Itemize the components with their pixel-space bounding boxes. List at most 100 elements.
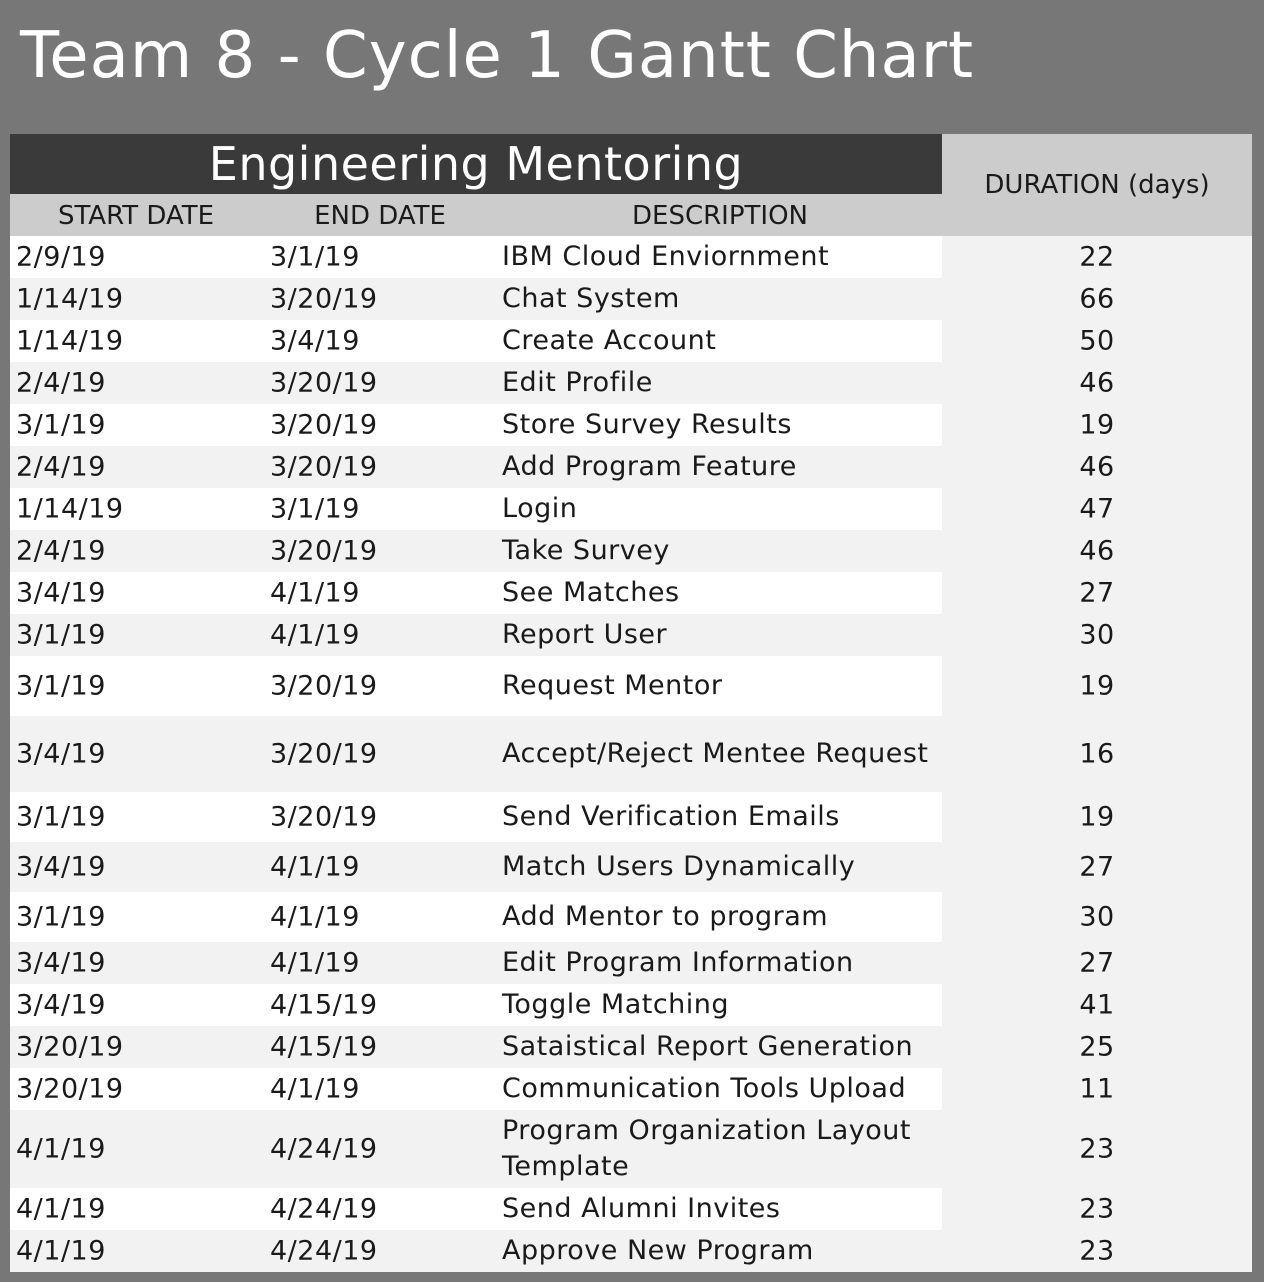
cell-end-date: 3/20/19 bbox=[270, 738, 378, 770]
cell-description: Approve New Program bbox=[502, 1235, 814, 1266]
cell-start-date: 2/9/19 bbox=[16, 241, 106, 273]
table-row: 3/1/19 4/1/19 Report User 30 bbox=[10, 614, 1252, 656]
table-row: 3/4/19 4/1/19 Edit Program Information 27 bbox=[10, 942, 1252, 984]
page-title: Team 8 - Cycle 1 Gantt Chart bbox=[20, 19, 975, 93]
cell-start-date: 4/1/19 bbox=[16, 1193, 106, 1225]
table-row: 3/1/19 3/20/19 Store Survey Results 19 bbox=[10, 404, 1252, 446]
cell-start-date: 1/14/19 bbox=[16, 283, 124, 315]
row-background bbox=[10, 530, 942, 572]
row-background bbox=[10, 488, 942, 530]
cell-description: Create Account bbox=[502, 325, 717, 356]
row-background bbox=[10, 1188, 942, 1230]
cell-description: Request Mentor bbox=[502, 670, 723, 701]
row-background bbox=[10, 320, 942, 362]
cell-start-date: 3/4/19 bbox=[16, 851, 106, 883]
section-band: Engineering Mentoring bbox=[10, 134, 942, 194]
cell-duration: 19 bbox=[1079, 670, 1115, 702]
cell-description: Take Survey bbox=[502, 535, 670, 566]
table-row: 2/4/19 3/20/19 Add Program Feature 46 bbox=[10, 446, 1252, 488]
row-background bbox=[10, 236, 942, 278]
gantt-table: Engineering Mentoring START DATE END DAT… bbox=[10, 134, 1252, 1272]
header-start-date: START DATE bbox=[57, 201, 215, 231]
cell-start-date: 3/4/19 bbox=[16, 577, 106, 609]
cell-end-date: 3/4/19 bbox=[270, 325, 360, 357]
cell-start-date: 2/4/19 bbox=[16, 367, 106, 399]
row-background bbox=[10, 1230, 942, 1272]
table-row: 4/1/19 4/24/19 Approve New Program 23 bbox=[10, 1230, 1252, 1272]
cell-duration: 23 bbox=[1079, 1235, 1115, 1267]
cell-start-date: 2/4/19 bbox=[16, 535, 106, 567]
cell-duration: 30 bbox=[1079, 901, 1115, 933]
cell-end-date: 4/24/19 bbox=[270, 1235, 378, 1267]
cell-duration: 27 bbox=[1079, 851, 1115, 883]
cell-duration: 47 bbox=[1079, 493, 1115, 525]
row-background bbox=[10, 892, 942, 942]
cell-end-date: 4/1/19 bbox=[270, 577, 360, 609]
cell-end-date: 4/1/19 bbox=[270, 851, 360, 883]
table-row: 2/9/19 3/1/19 IBM Cloud Enviornment 22 bbox=[10, 236, 1252, 278]
cell-end-date: 3/20/19 bbox=[270, 367, 378, 399]
cell-duration: 27 bbox=[1079, 577, 1115, 609]
table-row: 3/1/19 3/20/19 Request Mentor 19 bbox=[10, 656, 1252, 716]
cell-end-date: 3/20/19 bbox=[270, 409, 378, 441]
cell-duration: 41 bbox=[1079, 989, 1115, 1021]
table-row: 4/1/19 4/24/19 Send Alumni Invites 23 bbox=[10, 1188, 1252, 1230]
cell-description: Login bbox=[502, 493, 578, 524]
cell-end-date: 3/1/19 bbox=[270, 241, 360, 273]
cell-description: IBM Cloud Enviornment bbox=[502, 241, 830, 272]
cell-end-date: 4/1/19 bbox=[270, 947, 360, 979]
cell-end-date: 3/20/19 bbox=[270, 451, 378, 483]
cell-start-date: 2/4/19 bbox=[16, 451, 106, 483]
row-background bbox=[10, 792, 942, 842]
cell-description: Sataistical Report Generation bbox=[502, 1031, 914, 1062]
cell-end-date: 3/20/19 bbox=[270, 670, 378, 702]
table-row: 1/14/19 3/1/19 Login 47 bbox=[10, 488, 1252, 530]
cell-start-date: 3/1/19 bbox=[16, 901, 106, 933]
cell-start-date: 3/1/19 bbox=[16, 670, 106, 702]
table-row: 3/4/19 3/20/19 Accept/Reject Mentee Reques… bbox=[10, 716, 1252, 792]
table-body: 2/9/19 3/1/19 IBM Cloud Enviornment 22 1/14/… bbox=[10, 236, 1252, 1272]
cell-description: Chat System bbox=[502, 283, 680, 314]
row-background bbox=[10, 656, 942, 716]
header-end-date: END DATE bbox=[314, 201, 446, 231]
header-description: DESCRIPTION bbox=[632, 201, 808, 231]
cell-duration: 27 bbox=[1079, 947, 1115, 979]
cell-end-date: 4/1/19 bbox=[270, 619, 360, 651]
table-row: 3/20/19 4/1/19 Communication Tools Upload 1… bbox=[10, 1068, 1252, 1110]
table-row: 3/4/19 4/1/19 See Matches 27 bbox=[10, 572, 1252, 614]
cell-start-date: 3/4/19 bbox=[16, 947, 106, 979]
cell-duration: 50 bbox=[1079, 325, 1115, 357]
row-background bbox=[10, 1110, 942, 1188]
cell-duration: 25 bbox=[1079, 1031, 1115, 1063]
row-background bbox=[10, 446, 942, 488]
row-background bbox=[10, 404, 942, 446]
row-background bbox=[10, 572, 942, 614]
table-row: 3/1/19 4/1/19 Add Mentor to program 30 bbox=[10, 892, 1252, 942]
cell-description: Communication Tools Upload bbox=[502, 1073, 907, 1104]
row-background bbox=[10, 1026, 942, 1068]
cell-start-date: 3/4/19 bbox=[16, 989, 106, 1021]
cell-description: Store Survey Results bbox=[502, 409, 792, 440]
row-background bbox=[10, 278, 942, 320]
cell-start-date: 3/1/19 bbox=[16, 409, 106, 441]
cell-start-date: 1/14/19 bbox=[16, 493, 124, 525]
cell-duration: 22 bbox=[1079, 241, 1115, 273]
cell-end-date: 3/1/19 bbox=[270, 493, 360, 525]
cell-duration: 19 bbox=[1079, 409, 1115, 441]
cell-end-date: 3/20/19 bbox=[270, 801, 378, 833]
cell-start-date: 3/20/19 bbox=[16, 1073, 124, 1105]
cell-description: Add Mentor to program bbox=[502, 901, 829, 932]
cell-duration: 16 bbox=[1079, 738, 1115, 770]
table-row: 1/14/19 3/20/19 Chat System 66 bbox=[10, 278, 1252, 320]
table-row: 2/4/19 3/20/19 Take Survey 46 bbox=[10, 530, 1252, 572]
cell-description: Program Organization Layout Template bbox=[502, 1115, 911, 1182]
cell-description: Add Program Feature bbox=[502, 451, 797, 482]
cell-start-date: 4/1/19 bbox=[16, 1133, 106, 1165]
cell-description: Edit Profile bbox=[502, 367, 653, 398]
cell-start-date: 3/1/19 bbox=[16, 619, 106, 651]
cell-start-date: 4/1/19 bbox=[16, 1235, 106, 1267]
cell-description: Toggle Matching bbox=[502, 989, 730, 1020]
cell-description: Send Verification Emails bbox=[502, 801, 840, 832]
cell-end-date: 4/1/19 bbox=[270, 1073, 360, 1105]
column-header-row: START DATE END DATE DESCRIPTION bbox=[10, 194, 942, 236]
